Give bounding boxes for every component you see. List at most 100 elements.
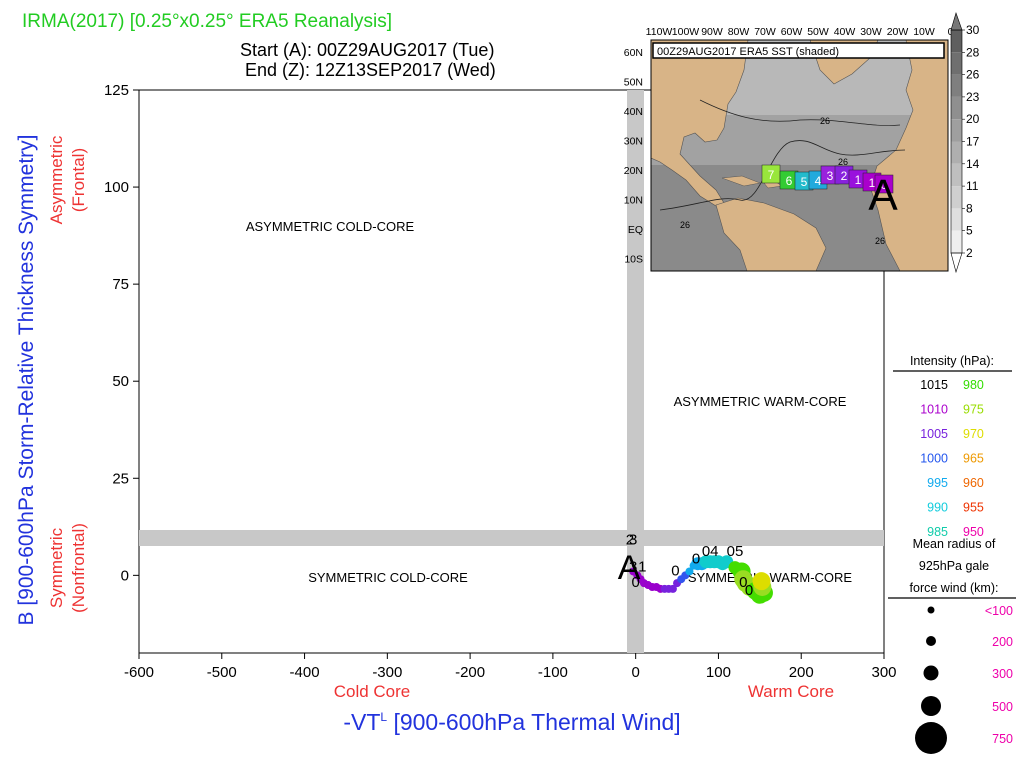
sst-contour	[659, 140, 906, 211]
x-tick-label: 0	[631, 664, 639, 681]
intensity-title: Intensity (hPa):	[910, 354, 994, 368]
inset-track-label: 1	[869, 176, 876, 190]
inset-lon-label: 10W	[913, 26, 935, 38]
inset-track-label: 7	[768, 168, 775, 182]
colorbar-tick-label: 30	[966, 23, 980, 37]
inset-lat-labels: 60N 50N 40N 30N 20N 10N EQ 10S	[624, 47, 643, 266]
colorbar-tick-label: 28	[966, 45, 980, 59]
inset-lat-label: 10N	[624, 195, 643, 207]
y-tick-label: 125	[104, 82, 129, 99]
quadrant-asym-warm: ASYMMETRIC WARM-CORE	[674, 394, 847, 409]
colorbar-top-arrow	[950, 12, 963, 31]
time-label: 0	[631, 574, 639, 591]
y-axis-label: B [900-600hPa Storm-Relative Thickness S…	[15, 135, 38, 626]
intensity-label: 970	[963, 427, 984, 441]
colorbar-tick-label: 23	[966, 90, 980, 104]
frontal-label: (Frontal)	[69, 148, 88, 212]
radius-label: 750	[992, 732, 1013, 746]
intensity-label: 1005	[920, 427, 948, 441]
y-tick-label: 50	[112, 373, 129, 390]
colorbar-tick-label: 8	[966, 201, 973, 215]
inset-lat-label: 40N	[624, 106, 643, 118]
intensity-label: 995	[927, 476, 948, 490]
inset-track-box	[874, 174, 894, 194]
inset-track-label: 0	[881, 178, 888, 192]
sst-label-1: 26	[820, 116, 830, 126]
inset-lon-label: 110W	[646, 26, 673, 38]
intensity-label: 1000	[920, 452, 948, 466]
track-points	[629, 555, 773, 604]
radius-title-2: 925hPa gale	[919, 559, 989, 573]
colorbar-tick-label: 20	[966, 112, 980, 126]
quadrant-sym-warm: SYMMETRIC WARM-CORE	[688, 570, 853, 585]
colorbar-segment	[951, 163, 962, 187]
colorbar-tick-label: 11	[966, 179, 979, 193]
colorbar-segment	[951, 208, 962, 231]
quadrant-sym-cold: SYMMETRIC COLD-CORE	[308, 570, 468, 585]
inset-lon-label: 30W	[860, 26, 882, 38]
colorbar-segment	[951, 119, 962, 142]
time-label: 0	[671, 562, 679, 579]
inset-lon-label: 100W	[672, 26, 700, 38]
radius-label: <100	[985, 604, 1013, 618]
x-tick-label: -600	[124, 664, 154, 681]
colorbar-tick-label: 17	[966, 135, 980, 149]
colorbar-segment	[951, 96, 962, 120]
start-time: Start (A): 00Z29AUG2017 (Tue)	[240, 40, 494, 60]
intensity-label: 990	[927, 501, 948, 515]
warm-core-label: Warm Core	[748, 682, 834, 701]
radius-marker	[927, 606, 935, 614]
inset-lon-label: 60W	[781, 26, 803, 38]
x-tick-label: -300	[372, 664, 402, 681]
inset-track-label: 4	[815, 174, 822, 188]
sst-colorbar: 30 28 26 23 20 17 14 11 8 5 2	[950, 12, 980, 274]
inset-title-box	[652, 42, 945, 59]
quadrant-asym-cold: ASYMMETRIC COLD-CORE	[246, 219, 415, 234]
radius-marker	[926, 636, 936, 646]
inset-border	[650, 39, 949, 272]
inset-track-label: 2	[841, 169, 848, 183]
inset-lat-label: 50N	[624, 77, 643, 89]
inset-lat-label: EQ	[628, 224, 643, 236]
radius-rows: <100 200 300 500 750	[915, 604, 1013, 754]
colorbar-bottom-arrow	[950, 252, 963, 274]
time-label: 0	[745, 582, 753, 599]
inset-lon-label: 50W	[807, 26, 829, 38]
x-tick-label: 100	[706, 664, 731, 681]
colorbar-segment	[951, 230, 962, 253]
track-point	[752, 572, 771, 591]
radius-label: 200	[992, 635, 1013, 649]
land-cuba	[721, 175, 761, 187]
inset-lon-label: 20W	[887, 26, 909, 38]
radius-label: 500	[992, 700, 1013, 714]
time-label: 05	[727, 543, 744, 560]
radius-marker	[923, 665, 939, 681]
chart-title: IRMA(2017) [0.25°x0.25° ERA5 Reanalysis]	[22, 11, 392, 32]
inset-lon-label: 80W	[728, 26, 750, 38]
y-tick-label: 100	[104, 179, 129, 196]
intensity-label: 1010	[920, 403, 948, 417]
inset-lon-label: 90W	[701, 26, 723, 38]
time-label: 04	[702, 543, 719, 560]
inset-lon-label: 0	[948, 26, 954, 38]
time-label: 2	[626, 531, 634, 548]
zero-vtl-band	[627, 90, 644, 653]
track-point	[685, 567, 694, 576]
radius-label: 300	[992, 667, 1013, 681]
inset-lon-label: 40W	[834, 26, 856, 38]
inset-lat-label: 20N	[624, 165, 643, 177]
sst-label-2: 26	[838, 157, 848, 167]
x-axis-label: -VTL [900-600hPa Thermal Wind]	[343, 709, 680, 735]
inset-lon-labels: 110W 100W 90W 80W 70W 60W 50W 40W 30W 20W 10W 0	[646, 26, 954, 38]
end-time: End (Z): 12Z13SEP2017 (Wed)	[245, 60, 496, 80]
track-point	[668, 584, 677, 593]
x-tick-label: -500	[207, 664, 237, 681]
x-tick-label: 300	[871, 664, 896, 681]
sst-label-3: 26	[680, 220, 690, 230]
x-tick-label: -400	[290, 664, 320, 681]
inset-track-label: 3	[827, 169, 834, 183]
